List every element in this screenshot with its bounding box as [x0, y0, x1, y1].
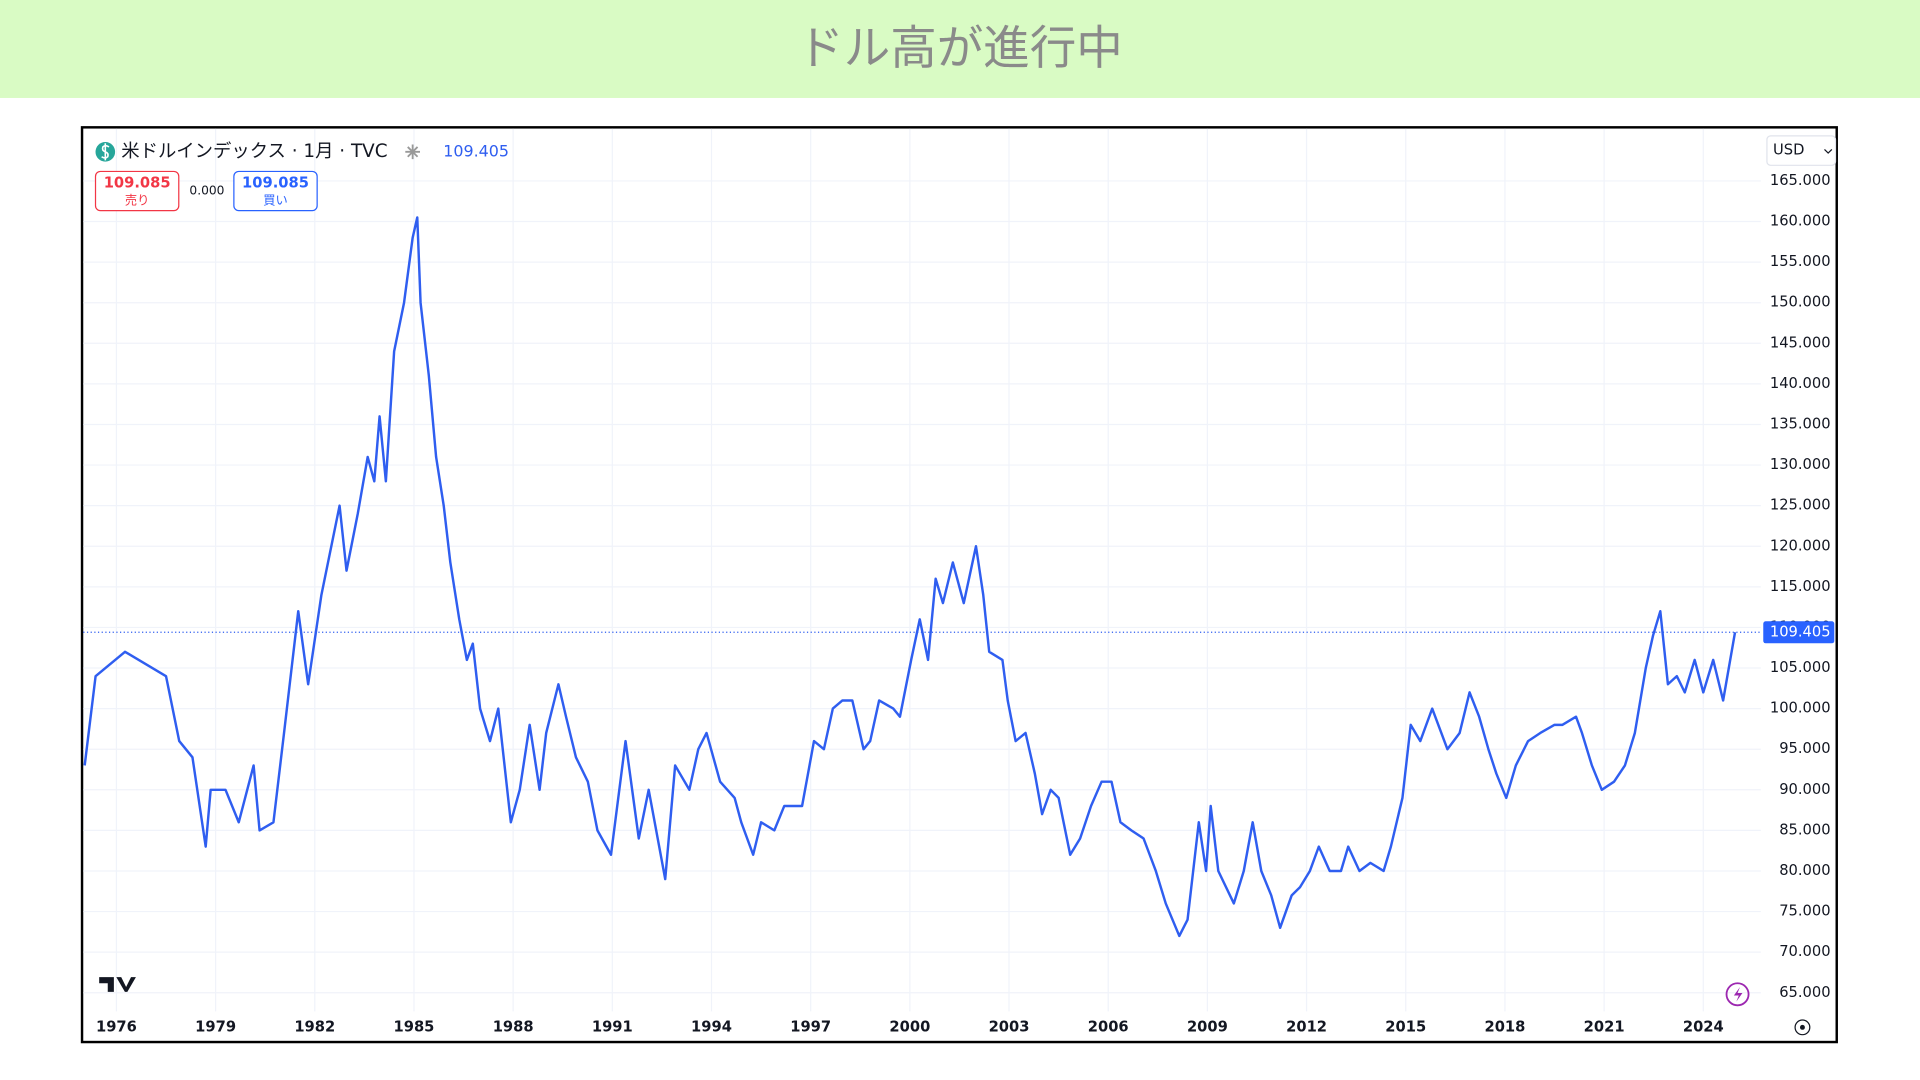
x-tick-label: 2003 [989, 1018, 1030, 1035]
settings-button[interactable] [1794, 1019, 1811, 1036]
lightning-button[interactable] [1725, 982, 1750, 1007]
y-tick-label: 165.000 [1770, 172, 1831, 189]
y-tick-label: 70.000 [1779, 943, 1830, 960]
sell-label[interactable]: 売り [125, 192, 149, 207]
y-tick-label: 100.000 [1770, 700, 1831, 717]
buy-label[interactable]: 買い [263, 193, 287, 207]
spread: 0.000 [189, 184, 224, 198]
lightning-icon[interactable] [1733, 986, 1743, 1002]
y-tick-label: 150.000 [1770, 294, 1831, 311]
y-tick-label: 115.000 [1770, 578, 1831, 595]
y-tick-label: 145.000 [1770, 334, 1831, 351]
header-band [0, 0, 1920, 98]
buy-button[interactable] [233, 170, 318, 212]
x-tick-label: 1991 [592, 1018, 633, 1035]
currency-select[interactable] [1766, 135, 1837, 166]
logo [99, 977, 136, 992]
x-tick-label: 1994 [691, 1018, 732, 1035]
x-tick-label: 1997 [790, 1018, 831, 1035]
y-tick-label: 130.000 [1770, 456, 1831, 473]
y-tick-label: 65.000 [1779, 984, 1830, 1001]
page-title: ドル高が進行中 [797, 21, 1123, 75]
buy-price[interactable]: 109.085 [242, 175, 309, 192]
symbol-icon-glyph [101, 143, 110, 161]
x-tick-label: 2009 [1187, 1018, 1228, 1035]
y-tick-label: 105.000 [1770, 659, 1831, 676]
y-tick-label: 140.000 [1770, 375, 1831, 392]
x-tick-label: 1982 [294, 1018, 335, 1035]
x-tick-label: 1979 [195, 1018, 236, 1035]
x-tick-label: 1985 [394, 1018, 435, 1035]
x-tick-label: 2021 [1584, 1018, 1625, 1035]
last-price-label: 109.405 [1770, 623, 1831, 640]
plot [83, 216, 1761, 938]
x-tick-label: 1976 [96, 1018, 137, 1035]
last-value: 109.405 [443, 141, 509, 160]
sell-button[interactable] [94, 170, 180, 212]
y-tick-label: 135.000 [1770, 415, 1831, 432]
x-tick-label: 2012 [1286, 1018, 1327, 1035]
currency-label[interactable]: USD [1773, 142, 1804, 159]
y-tick-label: 90.000 [1779, 781, 1830, 798]
y-tick-label: 155.000 [1770, 253, 1831, 270]
y-tick-label: 160.000 [1770, 213, 1831, 230]
last-price-badge [1763, 621, 1835, 644]
dropdown-arrow[interactable] [1824, 148, 1833, 154]
y-tick-label: 120.000 [1770, 537, 1831, 554]
y-tick-label: 75.000 [1779, 903, 1830, 920]
settings-icon[interactable] [1800, 1024, 1805, 1030]
x-tick-label: 2015 [1385, 1018, 1426, 1035]
y-tick-label: 80.000 [1779, 862, 1830, 879]
x-tick-label: 2018 [1484, 1018, 1525, 1035]
sell-price[interactable]: 109.085 [104, 175, 171, 192]
status-icon [405, 144, 420, 160]
x-tick-label: 2024 [1683, 1018, 1724, 1035]
x-tick-label: 2000 [889, 1018, 930, 1035]
x-tick-label: 2006 [1088, 1018, 1129, 1035]
symbol-name: 米ドルインデックス · 1月 · TVC [121, 141, 387, 162]
data-line [83, 216, 1737, 938]
y-tick-label: 95.000 [1779, 740, 1830, 757]
y-tick-label: 85.000 [1779, 821, 1830, 838]
y-tick-label: 125.000 [1770, 497, 1831, 514]
x-tick-label: 1988 [493, 1018, 534, 1035]
grid [83, 128, 1761, 1012]
